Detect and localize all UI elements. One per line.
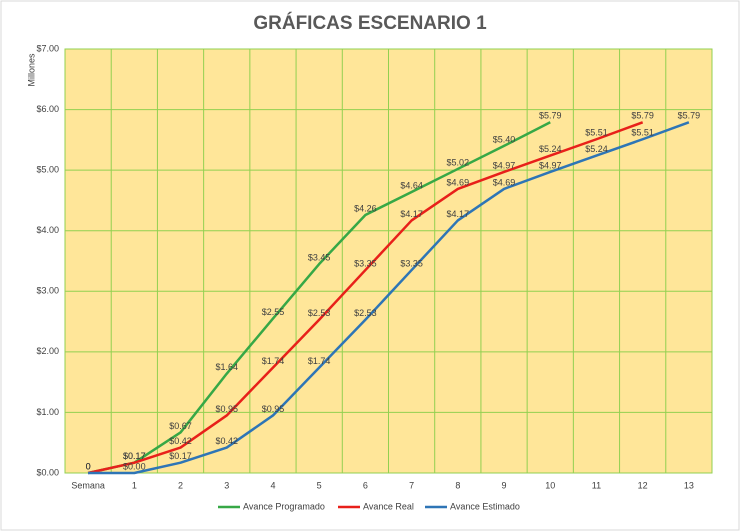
x-tick-label: 6 [363,480,368,490]
data-label: $3.35 [354,258,377,268]
data-label: $1.64 [215,362,238,372]
x-tick-label: 3 [224,480,229,490]
data-label: $4.17 [400,209,423,219]
x-tick-label: 7 [409,480,414,490]
y-tick-label: $6.00 [36,104,59,114]
data-label: $0.95 [215,404,238,414]
data-label: $3.35 [400,258,423,268]
data-label: 0 [86,461,91,471]
x-tick-label: 5 [317,480,322,490]
data-label: $5.79 [678,111,701,121]
data-label: $5.24 [585,144,608,154]
x-tick-label: 12 [638,480,648,490]
data-label: $4.69 [447,177,470,187]
x-tick-label: 9 [502,480,507,490]
series-line [87,121,644,475]
data-label: 0 [86,461,91,471]
data-label: $3.45 [308,252,331,262]
data-label: $0.42 [169,436,192,446]
data-label: 0 [86,461,91,471]
data-label: $5.24 [539,144,562,154]
data-label: $4.97 [539,160,562,170]
y-tick-label: $7.00 [36,43,59,53]
y-tick-label: $1.00 [36,407,59,417]
data-label: $5.02 [447,157,470,167]
y-tick-label: $3.00 [36,286,59,296]
x-tick-label: 4 [270,480,275,490]
data-label: $2.55 [262,307,285,317]
x-tick-label: 13 [684,480,694,490]
data-label: $1.74 [262,356,285,366]
series-line [87,121,551,475]
data-label: $0.42 [215,436,238,446]
legend-label: Avance Programado [243,501,325,511]
y-tick-label: $5.00 [36,165,59,175]
data-label: $5.51 [631,128,654,138]
y-tick-label: $0.00 [36,467,59,477]
legend-label: Avance Estimado [450,501,520,511]
data-label: $5.40 [493,134,516,144]
data-label: $0.67 [169,421,192,431]
data-label: $0.17 [123,451,146,461]
y-tick-label: $2.00 [36,346,59,356]
y-tick-label: $4.00 [36,225,59,235]
y-axis-label: Millones [26,53,36,87]
x-tick-label: 1 [132,480,137,490]
data-label: $4.17 [447,209,470,219]
data-label: $1.74 [308,356,331,366]
data-label: $0.17 [123,451,146,461]
x-tick-label: 11 [592,480,601,490]
data-label: $2.53 [308,308,331,318]
chart-title: GRÁFICAS ESCENARIO 1 [253,12,487,34]
x-tick-label: 2 [178,480,183,490]
x-tick-label: 10 [545,480,555,490]
data-label: $5.79 [631,111,654,121]
data-label: $4.97 [493,160,516,170]
data-label: $0.17 [169,451,192,461]
plot-border [64,48,713,474]
data-label: $0.95 [262,404,285,414]
series-line [88,121,690,475]
legend-label: Avance Real [363,501,414,511]
data-label: $5.51 [585,128,608,138]
x-tick-label: Semana [71,480,105,490]
data-label: $0.00 [123,461,146,471]
data-label: $4.69 [493,177,516,187]
data-label: $4.26 [354,203,377,213]
data-label: $2.53 [354,308,377,318]
x-tick-label: 8 [455,480,460,490]
data-label: $4.64 [400,180,423,190]
data-label: $5.79 [539,111,562,121]
